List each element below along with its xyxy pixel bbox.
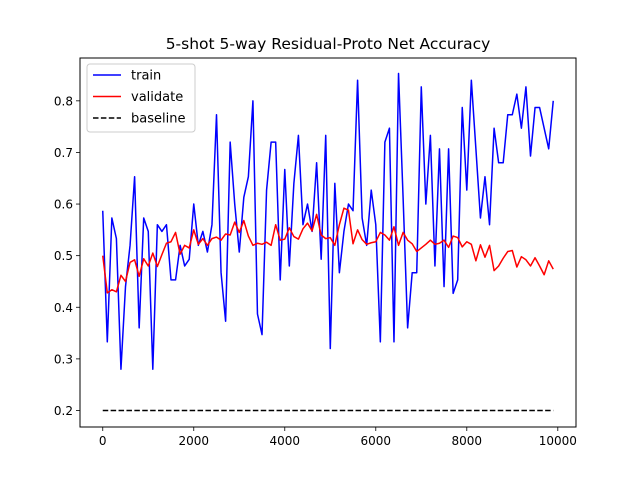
axes-frame <box>79 57 577 428</box>
x-tick-label: 2000 <box>178 434 209 448</box>
x-tick-label: 6000 <box>361 434 392 448</box>
legend-box <box>86 63 196 133</box>
y-tick-label: 0.6 <box>54 198 73 212</box>
series-line-validate <box>102 207 554 294</box>
legend-label-validate: validate <box>131 90 183 105</box>
y-tick-label: 0.2 <box>54 404 73 418</box>
y-tick-label: 0.5 <box>54 249 73 263</box>
chart-title: 5-shot 5-way Residual-Proto Net Accuracy <box>166 35 491 53</box>
y-tick-label: 0.4 <box>54 301 73 315</box>
legend-label-train: train <box>131 69 161 84</box>
y-tick-label: 0.3 <box>54 352 73 366</box>
y-axis: 0.2 0.3 0.4 0.5 0.6 0.7 0.8 <box>54 94 80 418</box>
x-tick-label: 10000 <box>539 434 577 448</box>
legend-label-baseline: baseline <box>131 112 185 127</box>
series-layer <box>102 72 554 412</box>
x-axis: 0 2000 4000 6000 8000 10000 <box>99 427 577 448</box>
series-line-train <box>102 72 554 370</box>
legend-entries: train validate baseline <box>93 69 185 127</box>
legend: train validate baseline <box>86 63 196 133</box>
y-tick-label: 0.8 <box>54 94 73 108</box>
x-tick-label: 8000 <box>452 434 483 448</box>
x-tick-label: 4000 <box>269 434 300 448</box>
y-tick-label: 0.7 <box>54 146 73 160</box>
x-tick-label: 0 <box>99 434 107 448</box>
